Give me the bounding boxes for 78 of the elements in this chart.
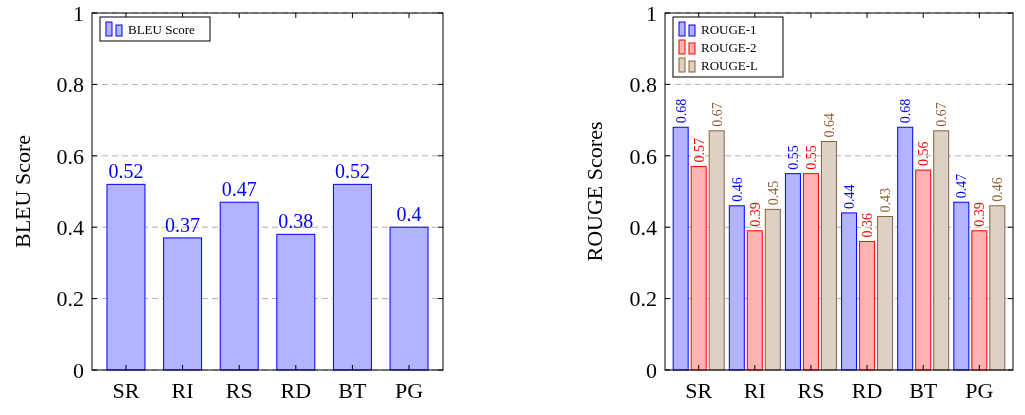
y-tick-label: 0.6 <box>56 143 84 169</box>
x-tick-label: RS <box>225 378 253 403</box>
y-tick-label: 0.8 <box>629 72 657 98</box>
y-tick-label: 0 <box>73 357 84 383</box>
data-label: 0.68 <box>673 98 689 124</box>
y-tick-label: 0.8 <box>56 72 84 98</box>
legend-label: BLEU Score <box>128 22 196 37</box>
x-tick-label: PG <box>965 378 994 403</box>
data-label: 0.39 <box>747 202 763 227</box>
x-tick-label: SR <box>112 378 140 403</box>
data-label: 0.55 <box>785 145 801 170</box>
data-label: 0.37 <box>165 213 201 236</box>
x-tick-label: RD <box>280 378 312 403</box>
data-label: 0.67 <box>934 102 950 127</box>
y-tick-label: 1 <box>73 0 84 26</box>
data-label: 0.44 <box>841 184 857 209</box>
data-label: 0.36 <box>859 212 875 238</box>
x-tick-label: PG <box>394 378 424 403</box>
bar <box>933 130 950 371</box>
data-label: 0.55 <box>803 145 819 170</box>
bar <box>841 212 858 371</box>
x-tick-label: BT <box>338 378 368 403</box>
y-tick-label: 0 <box>646 357 657 383</box>
bar <box>332 183 372 371</box>
bar <box>106 183 146 371</box>
data-label: 0.45 <box>765 180 781 206</box>
bar <box>802 173 819 371</box>
legend-label: ROUGE-1 <box>701 22 757 37</box>
bar <box>672 126 689 371</box>
x-tick-label: RD <box>851 378 883 403</box>
data-label: 0.57 <box>691 138 707 163</box>
data-label: 0.68 <box>898 98 914 124</box>
data-label: 0.64 <box>821 113 837 138</box>
x-tick-label: RI <box>171 378 194 403</box>
data-label: 0.52 <box>108 160 144 183</box>
y-tick-label: 0.2 <box>56 286 84 312</box>
bar <box>989 205 1006 371</box>
bar <box>784 173 801 371</box>
bar <box>877 215 894 371</box>
bar <box>728 205 745 371</box>
data-label: 0.39 <box>972 202 988 227</box>
bar <box>708 130 725 371</box>
bar <box>859 240 876 371</box>
bar <box>219 201 259 371</box>
bar <box>276 233 316 371</box>
bar <box>820 141 837 371</box>
data-label: 0.43 <box>877 187 893 213</box>
data-label: 0.38 <box>278 210 314 233</box>
bar <box>389 226 429 371</box>
bar <box>690 166 707 371</box>
bar <box>915 169 932 371</box>
data-label: 0.47 <box>954 173 970 199</box>
y-tick-label: 0.6 <box>629 143 657 169</box>
legend-label: ROUGE-2 <box>701 40 757 55</box>
bar <box>764 208 781 371</box>
x-tick-label: BT <box>909 378 938 403</box>
bar <box>971 230 988 371</box>
bar <box>897 126 914 371</box>
data-label: 0.46 <box>729 177 745 202</box>
data-label: 0.46 <box>990 177 1006 202</box>
x-tick-label: RS <box>797 378 825 403</box>
data-label: 0.4 <box>396 203 422 226</box>
bar <box>163 237 203 371</box>
bar <box>953 201 970 371</box>
legend-label: ROUGE-L <box>701 58 759 73</box>
bar <box>746 230 763 371</box>
x-tick-label: RI <box>743 378 766 403</box>
y-tick-label: 0.4 <box>56 214 84 240</box>
y-tick-label: 0.2 <box>629 286 657 312</box>
x-tick-label: SR <box>685 378 713 403</box>
y-axis-title: BLEU Score <box>9 134 35 249</box>
data-label: 0.52 <box>334 160 370 183</box>
y-tick-label: 0.4 <box>629 214 657 240</box>
data-label: 0.67 <box>709 102 725 127</box>
y-axis-title: ROUGE Scores <box>581 121 607 262</box>
y-tick-label: 1 <box>646 0 657 26</box>
data-label: 0.56 <box>916 141 932 167</box>
data-label: 0.47 <box>221 178 257 201</box>
